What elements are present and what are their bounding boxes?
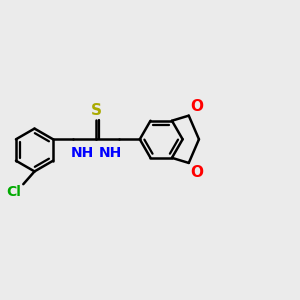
Text: O: O — [190, 165, 203, 180]
Text: Cl: Cl — [6, 185, 21, 199]
Text: O: O — [190, 99, 203, 114]
Text: NH: NH — [71, 146, 94, 160]
Text: S: S — [91, 103, 102, 118]
Text: NH: NH — [99, 146, 122, 160]
